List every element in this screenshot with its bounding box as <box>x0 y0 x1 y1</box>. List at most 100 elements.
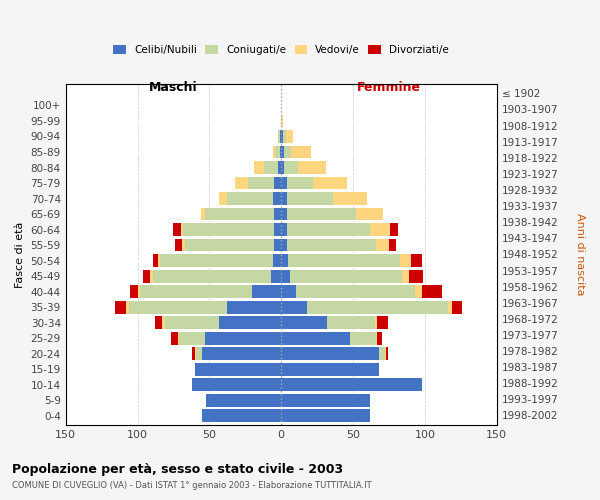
Bar <box>184 223 274 236</box>
Bar <box>158 254 160 267</box>
Bar <box>281 146 284 158</box>
Bar <box>140 286 253 298</box>
Bar <box>410 254 422 267</box>
Bar <box>220 316 281 329</box>
Bar <box>287 223 370 236</box>
Bar <box>143 270 151 282</box>
Bar <box>281 332 350 344</box>
Text: Maschi: Maschi <box>149 81 198 94</box>
Bar <box>271 270 281 282</box>
Bar <box>296 286 415 298</box>
Bar <box>374 316 377 329</box>
Bar <box>195 363 281 376</box>
Bar <box>196 348 202 360</box>
Bar <box>281 363 379 376</box>
Bar <box>151 270 154 282</box>
Bar <box>272 192 281 205</box>
Bar <box>274 208 281 220</box>
Bar <box>278 161 281 174</box>
Bar <box>379 348 385 360</box>
Bar <box>264 161 278 174</box>
Bar <box>370 223 391 236</box>
Bar <box>235 176 248 190</box>
Bar <box>137 286 140 298</box>
Bar <box>286 130 293 143</box>
Bar <box>281 394 370 406</box>
Bar <box>291 146 311 158</box>
Bar <box>202 410 281 422</box>
Bar <box>281 176 287 190</box>
Bar <box>182 238 185 252</box>
Bar <box>278 130 280 143</box>
Bar <box>391 223 398 236</box>
Bar <box>313 176 347 190</box>
Bar <box>205 208 274 220</box>
Bar <box>162 316 165 329</box>
Bar <box>281 208 287 220</box>
Bar <box>154 254 158 267</box>
Bar <box>422 286 442 298</box>
Bar <box>307 301 448 314</box>
Bar <box>281 348 379 360</box>
Bar <box>272 146 275 158</box>
Bar <box>165 316 220 329</box>
Text: Femmine: Femmine <box>357 81 421 94</box>
Bar <box>227 192 272 205</box>
Bar <box>376 238 389 252</box>
Bar <box>281 192 287 205</box>
Bar <box>280 130 281 143</box>
Bar <box>298 161 326 174</box>
Bar <box>195 348 196 360</box>
Bar <box>281 316 327 329</box>
Bar <box>154 270 271 282</box>
Bar <box>274 238 281 252</box>
Text: COMUNE DI CUVEGLIO (VA) - Dati ISTAT 1° gennaio 2003 - Elaborazione TUTTITALIA.I: COMUNE DI CUVEGLIO (VA) - Dati ISTAT 1° … <box>12 481 371 490</box>
Bar <box>400 254 410 267</box>
Y-axis label: Anni di nascita: Anni di nascita <box>575 213 585 296</box>
Bar <box>185 238 274 252</box>
Bar <box>377 316 388 329</box>
Bar <box>289 254 400 267</box>
Bar <box>402 270 409 282</box>
Bar <box>160 254 272 267</box>
Bar <box>129 301 227 314</box>
Bar <box>415 286 422 298</box>
Bar <box>220 192 227 205</box>
Bar <box>377 332 382 344</box>
Legend: Celibi/Nubili, Coniugati/e, Vedovi/e, Divorziati/e: Celibi/Nubili, Coniugati/e, Vedovi/e, Di… <box>109 41 453 60</box>
Bar <box>281 114 283 128</box>
Bar <box>327 316 374 329</box>
Bar <box>192 348 195 360</box>
Bar <box>281 378 422 391</box>
Bar <box>275 146 280 158</box>
Bar <box>173 223 181 236</box>
Bar <box>287 238 376 252</box>
Bar <box>386 348 388 360</box>
Bar <box>181 223 184 236</box>
Bar <box>170 332 178 344</box>
Bar <box>130 286 137 298</box>
Bar <box>281 130 283 143</box>
Bar <box>281 238 287 252</box>
Bar <box>287 176 313 190</box>
Bar <box>253 286 281 298</box>
Bar <box>389 238 396 252</box>
Bar <box>287 192 333 205</box>
Bar <box>452 301 462 314</box>
Bar <box>333 192 367 205</box>
Bar <box>274 223 281 236</box>
Bar <box>385 348 386 360</box>
Y-axis label: Fasce di età: Fasce di età <box>15 221 25 288</box>
Text: Popolazione per età, sesso e stato civile - 2003: Popolazione per età, sesso e stato civil… <box>12 462 343 475</box>
Bar <box>281 286 296 298</box>
Bar <box>287 208 356 220</box>
Bar <box>356 208 383 220</box>
Bar <box>281 410 370 422</box>
Bar <box>448 301 452 314</box>
Bar <box>272 254 281 267</box>
Bar <box>281 270 290 282</box>
Bar <box>179 332 205 344</box>
Bar <box>206 394 281 406</box>
Bar <box>254 161 264 174</box>
Bar <box>281 223 287 236</box>
